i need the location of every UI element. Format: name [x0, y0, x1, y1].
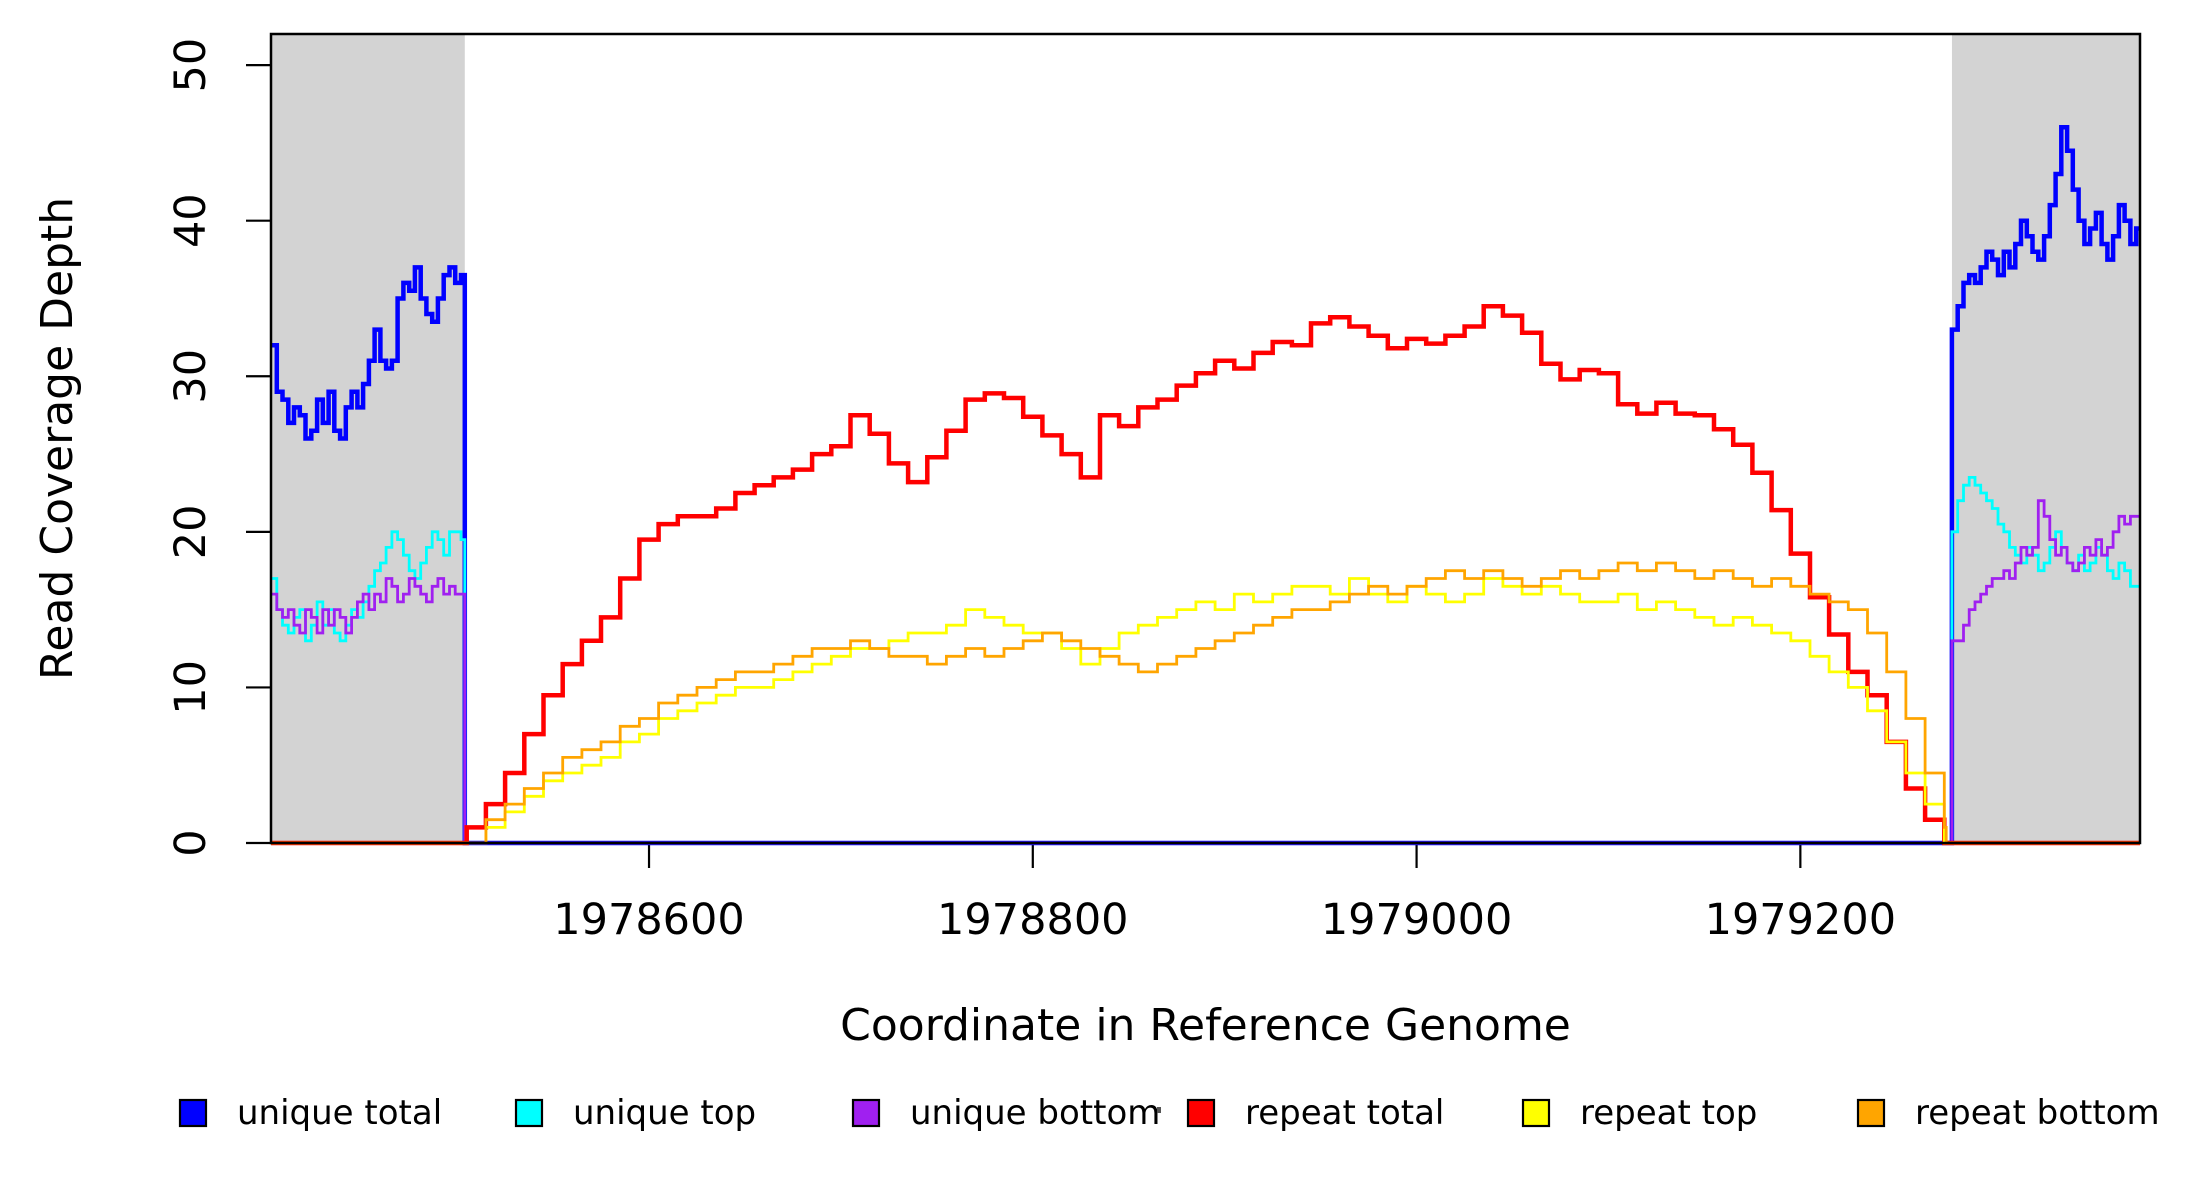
stray-dot	[1157, 1107, 1161, 1113]
series-unique-bottom	[271, 499, 2140, 845]
x-tick-label: 1978800	[937, 895, 1129, 945]
y-tick-label: 50	[166, 38, 216, 93]
x-axis-title: Coordinate in Reference Genome	[840, 1000, 1571, 1051]
legend-label-repeat-bottom: repeat bottom	[1915, 1093, 2160, 1133]
legend-label-unique-top: unique top	[573, 1093, 756, 1133]
legend-swatch-repeat-bottom	[1856, 1098, 1886, 1128]
legend-label-repeat-total: repeat total	[1245, 1093, 1444, 1133]
legend-swatch-unique-bottom	[851, 1098, 881, 1128]
legend-label-unique-bottom: unique bottom	[910, 1093, 1160, 1133]
x-tick-label: 1979200	[1705, 895, 1897, 945]
legend-swatch-unique-total	[178, 1098, 208, 1128]
legend-swatch-repeat-total	[1186, 1098, 1216, 1128]
y-tick-label: 40	[166, 193, 216, 248]
x-tick-label: 1978600	[553, 895, 745, 945]
y-axis-title: Read Coverage Depth	[32, 197, 83, 680]
y-tick-label: 0	[166, 829, 216, 856]
series-repeat-bottom	[271, 561, 2140, 845]
masked-region-left	[271, 34, 465, 843]
x-tick-label: 1979000	[1321, 895, 1513, 945]
series-unique-total	[271, 125, 2140, 846]
y-tick-label: 30	[166, 349, 216, 404]
plot-border	[269, 32, 2142, 845]
series-repeat-top	[271, 577, 2140, 845]
masked-region-right	[1951, 34, 2140, 843]
legend-label-repeat-top: repeat top	[1580, 1093, 1757, 1133]
legend-swatch-repeat-top	[1521, 1098, 1551, 1128]
legend-swatch-unique-top	[514, 1098, 544, 1128]
series-repeat-total	[271, 304, 2140, 846]
y-tick-label: 10	[166, 660, 216, 715]
y-tick-label: 20	[166, 504, 216, 559]
legend-label-unique-total: unique total	[237, 1093, 442, 1133]
series-unique-top	[271, 476, 2140, 845]
